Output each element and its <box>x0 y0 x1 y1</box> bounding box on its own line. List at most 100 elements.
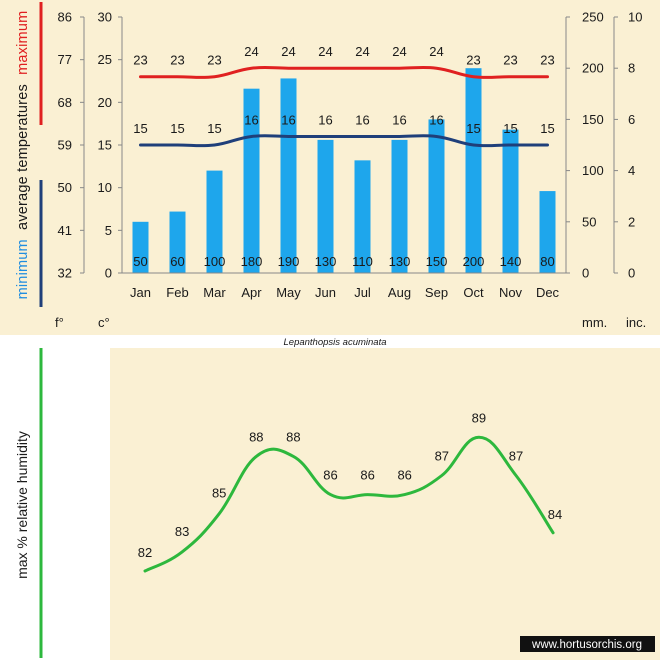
inches-tick-label: 2 <box>628 214 635 229</box>
rain-bar-dec <box>539 191 556 273</box>
mm-tick-label: 100 <box>582 163 604 178</box>
humidity-label-mar: 85 <box>212 486 226 501</box>
rain-value-label-oct: 200 <box>463 254 485 269</box>
rain-bar-jun <box>317 139 334 273</box>
rain-value-label-nov: 140 <box>500 254 522 269</box>
inches-tick-label: 0 <box>628 266 635 281</box>
max-temp-label-may: 24 <box>281 44 295 59</box>
inches-tick-label: 8 <box>628 61 635 76</box>
celsius-tick-label: 15 <box>98 138 112 153</box>
fahrenheit-tick-label: 86 <box>58 10 72 25</box>
watermark: www.hortusorchis.org <box>531 639 642 651</box>
max-temp-label-jan: 23 <box>133 53 147 68</box>
celsius-tick-label: 30 <box>98 10 112 25</box>
max-temp-label-feb: 23 <box>170 53 184 68</box>
celsius-tick-label: 0 <box>105 266 112 281</box>
humidity-label-jul: 86 <box>360 468 374 483</box>
mm-tick-label: 250 <box>582 10 604 25</box>
rain-value-label-may: 190 <box>278 254 300 269</box>
min-temp-label-jul: 16 <box>355 112 369 127</box>
rain-bar-mar <box>206 170 223 273</box>
celsius-tick-label: 20 <box>98 95 112 110</box>
species-caption: Lepanthopsis acuminata <box>284 337 387 348</box>
humidity-label-jun: 86 <box>323 468 337 483</box>
humidity-label-sep: 87 <box>435 449 449 464</box>
watermark-box <box>520 636 655 652</box>
humidity-label-apr: 88 <box>249 429 263 444</box>
min-temp-label-oct: 15 <box>466 121 480 136</box>
month-label-apr: Apr <box>241 285 262 300</box>
humidity-label-oct: 89 <box>472 410 486 425</box>
month-label-jul: Jul <box>354 285 371 300</box>
max-temp-label-dec: 23 <box>540 53 554 68</box>
mm-tick-label: 50 <box>582 214 596 229</box>
rain-value-label-dec: 80 <box>540 254 554 269</box>
humidity-label-aug: 86 <box>397 468 411 483</box>
month-label-nov: Nov <box>499 285 523 300</box>
max-temp-label-aug: 24 <box>392 44 406 59</box>
min-temp-label-jun: 16 <box>318 112 332 127</box>
min-temp-label-sep: 16 <box>429 112 443 127</box>
humidity-axis-title: max % relative humidity <box>14 431 30 579</box>
max-temp-label-jul: 24 <box>355 44 369 59</box>
month-label-aug: Aug <box>388 285 411 300</box>
temperature-axis-title: minimum average temperatures maximum <box>15 11 31 300</box>
humidity-label-feb: 83 <box>175 524 189 539</box>
min-temp-label-nov: 15 <box>503 121 517 136</box>
month-label-mar: Mar <box>203 285 226 300</box>
fahrenheit-tick-label: 32 <box>58 266 72 281</box>
max-temp-label-nov: 23 <box>503 53 517 68</box>
max-temp-label-apr: 24 <box>244 44 258 59</box>
rain-value-label-jan: 50 <box>133 254 147 269</box>
average-temperatures-label: average temperatures <box>15 84 31 230</box>
rain-value-label-mar: 100 <box>204 254 226 269</box>
max-temperature-line <box>139 65 549 79</box>
month-label-feb: Feb <box>166 285 188 300</box>
rain-value-label-aug: 130 <box>389 254 411 269</box>
celsius-tick-label: 5 <box>105 223 112 238</box>
fahrenheit-tick-label: 50 <box>58 180 72 195</box>
rain-value-label-jun: 130 <box>315 254 337 269</box>
min-temp-label-aug: 16 <box>392 112 406 127</box>
celsius-tick-label: 25 <box>98 52 112 67</box>
unit-inches: inc. <box>626 315 646 330</box>
min-temp-label-apr: 16 <box>244 112 258 127</box>
humidity-label-nov: 87 <box>509 449 523 464</box>
rain-bar-oct <box>465 68 482 273</box>
fahrenheit-tick-label: 68 <box>58 95 72 110</box>
min-temp-label-jan: 15 <box>133 121 147 136</box>
minimum-label: minimum <box>15 239 31 299</box>
min-temp-label-may: 16 <box>281 112 295 127</box>
celsius-tick-label: 10 <box>98 180 112 195</box>
humidity-label-jan: 82 <box>138 545 152 560</box>
humidity-label-may: 88 <box>286 429 300 444</box>
min-temp-label-mar: 15 <box>207 121 221 136</box>
rain-bar-jul <box>354 160 371 273</box>
rain-bar-nov <box>502 129 519 273</box>
rain-bar-aug <box>391 139 408 273</box>
fahrenheit-tick-label: 41 <box>58 223 72 238</box>
rain-bar-feb <box>169 211 186 273</box>
month-label-sep: Sep <box>425 285 448 300</box>
max-temp-label-oct: 23 <box>466 53 480 68</box>
month-label-oct: Oct <box>463 285 484 300</box>
fahrenheit-tick-label: 77 <box>58 52 72 67</box>
fahrenheit-tick-label: 59 <box>58 138 72 153</box>
max-temp-label-sep: 24 <box>429 44 443 59</box>
month-label-may: May <box>276 285 301 300</box>
mm-tick-label: 150 <box>582 112 604 127</box>
mm-tick-label: 200 <box>582 61 604 76</box>
inches-tick-label: 10 <box>628 10 642 25</box>
rain-value-label-jul: 110 <box>352 254 373 269</box>
unit-mm: mm. <box>582 315 607 330</box>
rain-value-label-sep: 150 <box>426 254 448 269</box>
maximum-label: maximum <box>15 11 31 75</box>
mm-tick-label: 0 <box>582 266 589 281</box>
max-temp-label-jun: 24 <box>318 44 332 59</box>
month-label-dec: Dec <box>536 285 560 300</box>
rain-value-label-apr: 180 <box>241 254 263 269</box>
humidity-line <box>143 435 555 573</box>
min-temp-label-feb: 15 <box>170 121 184 136</box>
unit-fahrenheit: f° <box>55 315 64 330</box>
